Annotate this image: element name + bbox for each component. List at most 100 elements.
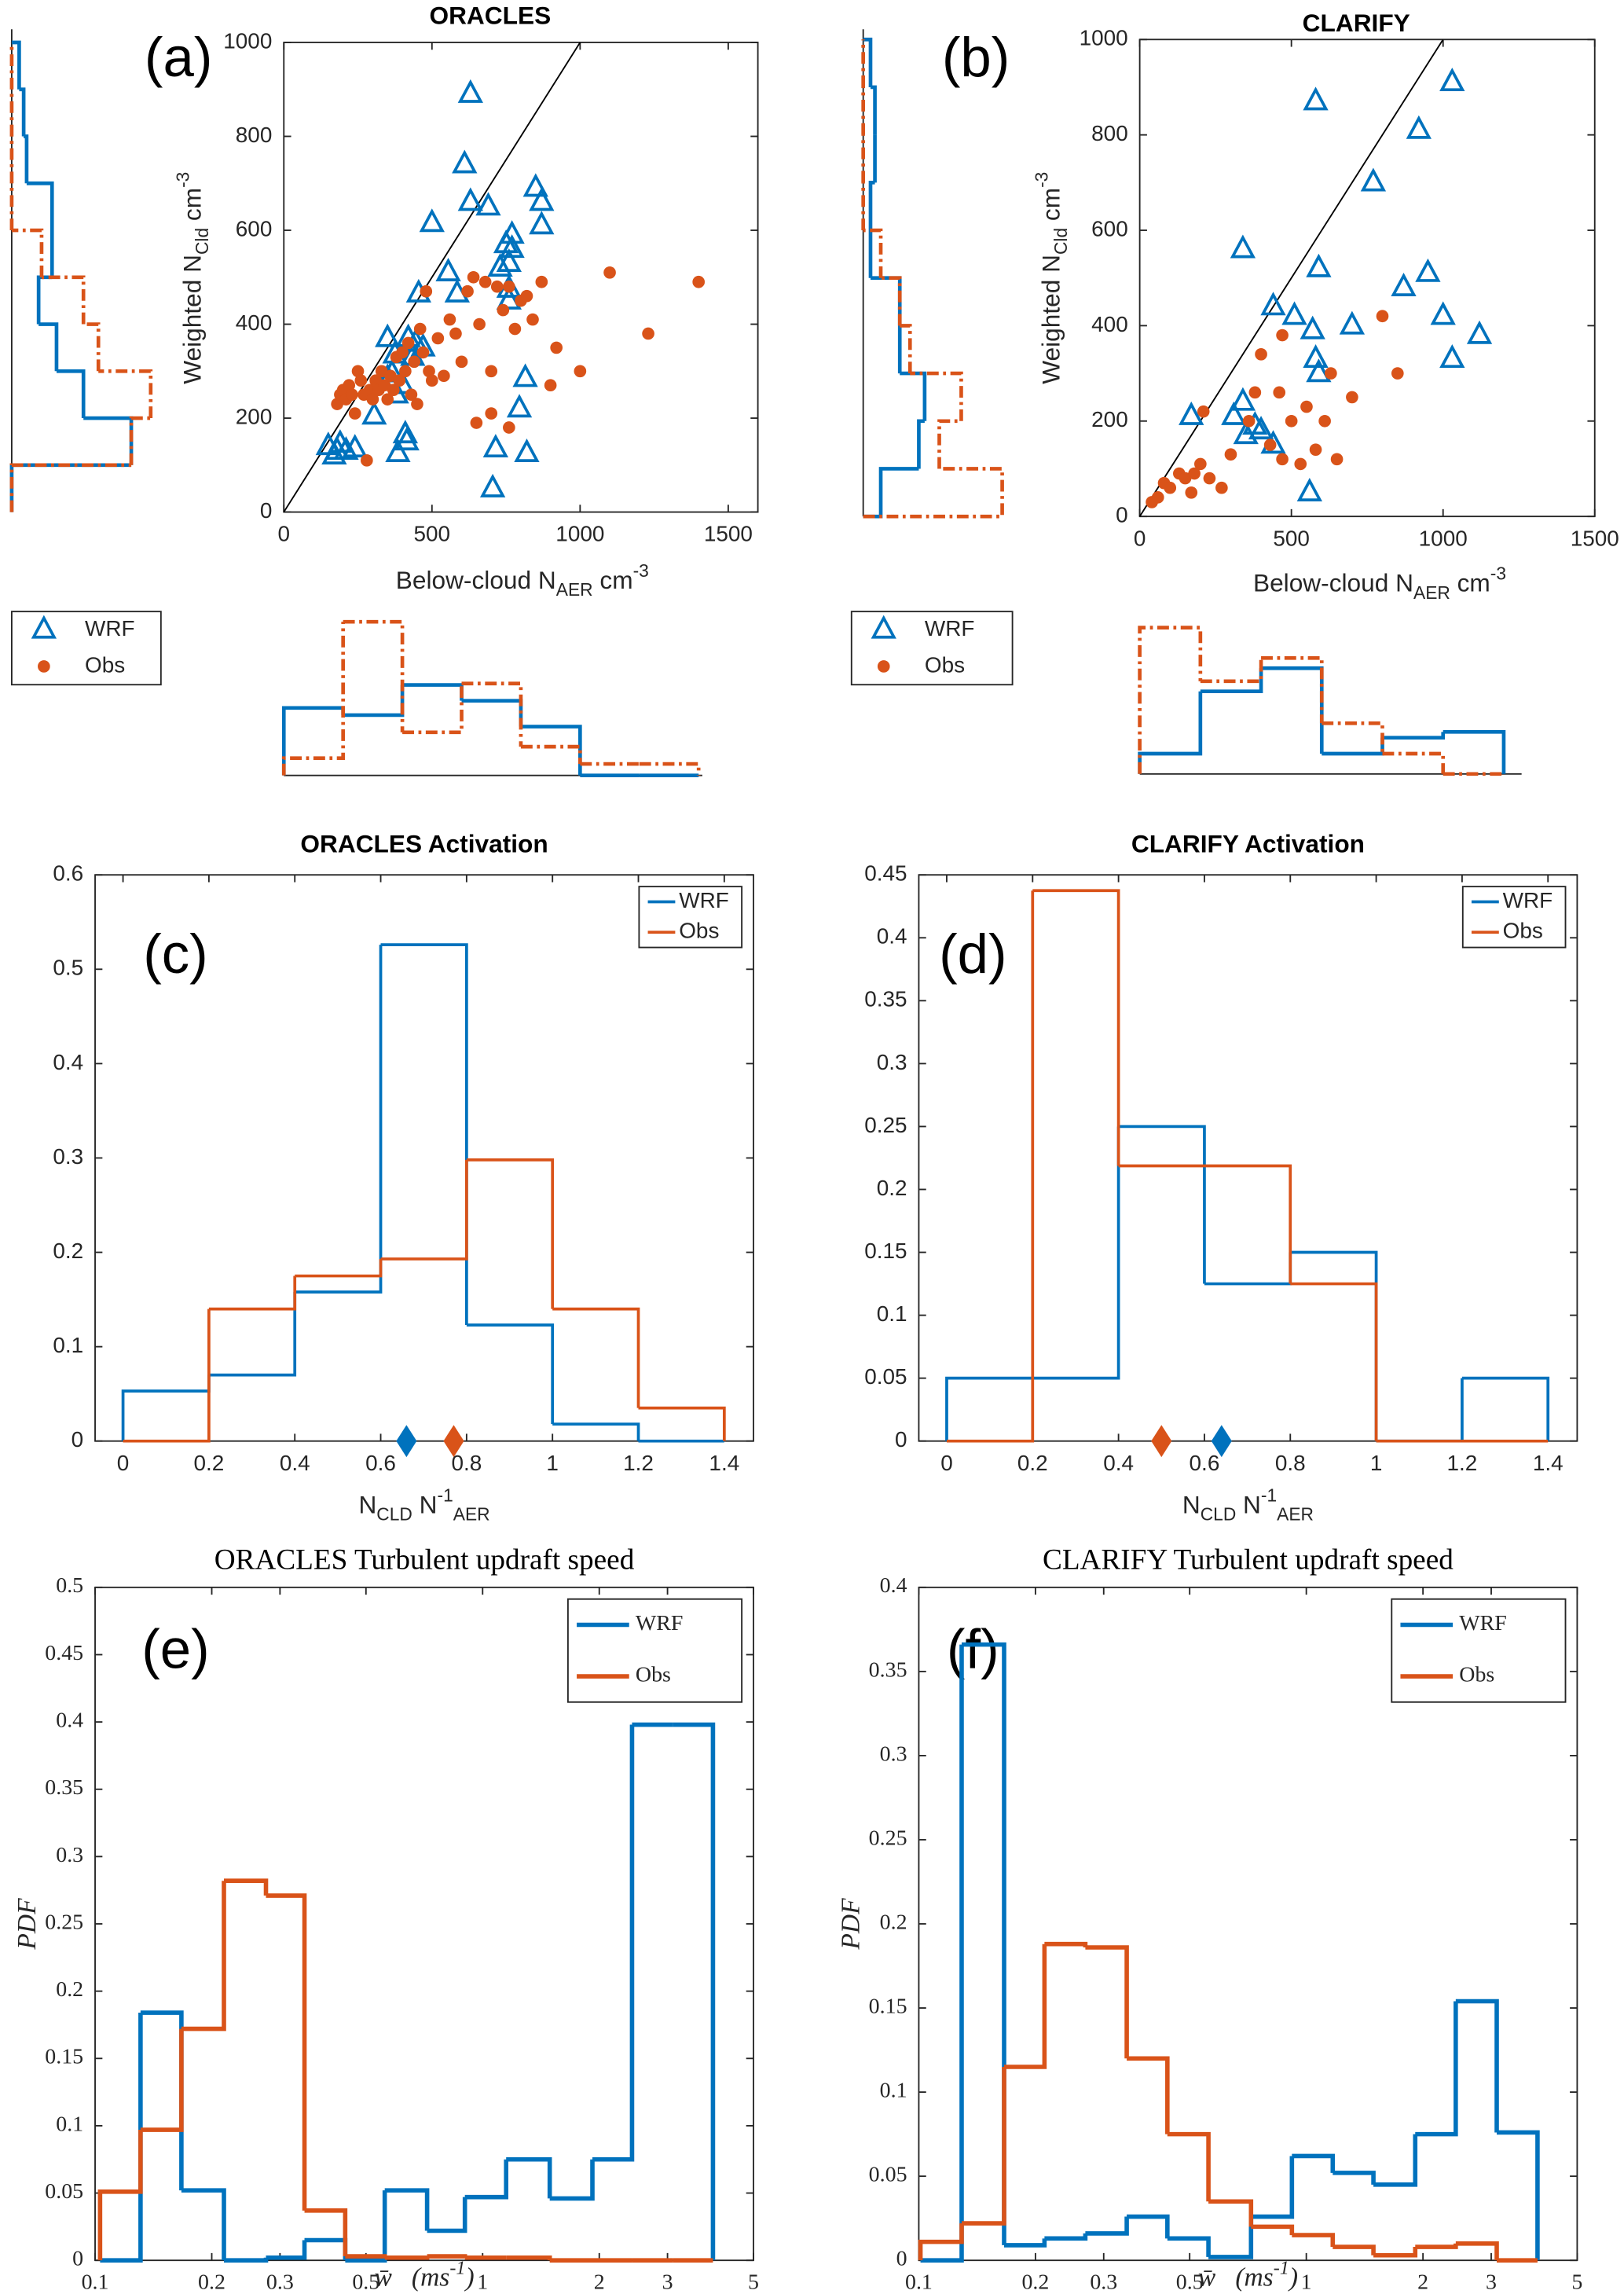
x-tick-label: 0.3: [1090, 2270, 1117, 2294]
marginal-hist-step: [343, 685, 405, 718]
plot-frame: [283, 42, 759, 513]
x-tick-label: 0.5: [352, 2270, 379, 2294]
label-part: Weighted N: [178, 255, 207, 384]
hist-step: [638, 1406, 726, 1441]
marker-circle: [393, 374, 406, 387]
hist-step: [1373, 2134, 1418, 2187]
label-part: N: [358, 1491, 376, 1519]
marginal-hist-step: [917, 419, 925, 469]
y-tick-label: 0.4: [877, 924, 907, 949]
label-part: AER: [453, 1504, 490, 1525]
marker-circle: [503, 280, 515, 293]
x-tick-label: 500: [1273, 526, 1310, 550]
marginal-hist-step: [1382, 732, 1446, 740]
hist-step: [380, 1159, 468, 1261]
marker-circle: [1273, 386, 1286, 399]
marker-circle: [366, 393, 379, 406]
x-tick-label: 5: [748, 2270, 759, 2294]
marker-circle: [438, 369, 450, 383]
x-tick-label: 0: [117, 1451, 130, 1475]
label-part: PDF: [13, 1898, 42, 1951]
panel-a: 0 500 1000 1500 0 200 400 600 800 1000 ORACLES (a) B…: [9, 2, 759, 777]
marker-triangle: [1439, 344, 1465, 369]
label-part: -3: [173, 172, 193, 188]
marginal-hist-step: [1322, 721, 1384, 754]
label-part: N: [1182, 1491, 1201, 1519]
marker-triangle: [1248, 416, 1274, 440]
y-tick-label: 200: [1091, 407, 1128, 431]
y-tick-label: 600: [236, 216, 273, 240]
hist-step: [1292, 2153, 1336, 2173]
hist-step: [1290, 1282, 1378, 1441]
legend-label: WRF: [1459, 1611, 1506, 1635]
marginal-hist-step: [56, 369, 86, 419]
marker-triangle: [529, 187, 555, 211]
x-tick-label: 1500: [1571, 526, 1619, 550]
marker-triangle: [1281, 301, 1307, 325]
marker-triangle: [871, 615, 896, 639]
x-tick-label: 1: [1301, 2270, 1312, 2294]
marginal-hist-step: [98, 369, 153, 419]
marker-triangle: [1296, 477, 1322, 501]
hist-step: [918, 2223, 964, 2261]
marker-triangle: [31, 615, 57, 639]
marker-circle: [1224, 448, 1237, 461]
marker-circle: [1285, 414, 1298, 428]
hist-step: [1373, 2247, 1418, 2258]
hist-step: [673, 1722, 716, 2261]
label-part: -1: [1274, 2257, 1289, 2278]
y-tick-label: 1000: [223, 28, 272, 53]
marker-circle: [485, 365, 498, 378]
marker-circle: [351, 365, 365, 378]
marker-triangle: [1221, 401, 1247, 425]
axis-label: Below-cloud NAER cm-3: [396, 560, 649, 600]
marker-triangle: [1415, 258, 1441, 282]
marker-circle: [399, 365, 412, 378]
plot-frame: [1138, 39, 1596, 518]
hist-step: [266, 2240, 307, 2260]
y-tick-label: 0.05: [864, 1364, 907, 1389]
x-tick-label: 0: [277, 522, 290, 546]
x-tick-label: 0: [940, 1451, 953, 1475]
axis-label: NCLD N-1AER: [1182, 1485, 1314, 1524]
y-tick-label: 0.5: [56, 1573, 83, 1598]
chart-title: ORACLES Activation: [300, 829, 548, 857]
marker-circle: [1391, 367, 1404, 380]
hist-step: [1415, 2001, 1458, 2137]
chart-title: CLARIFY Activation: [1131, 829, 1365, 857]
marginal-hist-step: [1138, 626, 1203, 774]
hist-step: [1292, 2233, 1336, 2248]
hist-step: [552, 1307, 640, 1408]
y-tick-label: 200: [236, 404, 273, 428]
marginal-hist-step: [36, 275, 53, 325]
label-part: -1: [449, 2257, 465, 2278]
x-tick-label: 1.2: [1447, 1451, 1478, 1475]
hist-step: [97, 2130, 143, 2261]
hist-step: [181, 1881, 226, 2032]
marker-circle: [361, 454, 373, 467]
plot-frame: [918, 874, 1578, 1442]
panel-label: (d): [939, 923, 1006, 985]
marker-circle: [1276, 329, 1289, 342]
marker-circle: [405, 388, 418, 401]
axis-label: NCLD N-1AER: [358, 1485, 489, 1524]
legend-box: [638, 886, 743, 949]
marker-circle: [443, 313, 456, 326]
marker-triangle: [496, 285, 522, 310]
label-part: -3: [1032, 172, 1052, 188]
marker-triangle: [479, 473, 506, 497]
hist-step: [1167, 2236, 1211, 2257]
hist-step: [1127, 2056, 1170, 2134]
marker-triangle: [457, 79, 483, 103]
marker-triangle: [1391, 273, 1417, 297]
marker-circle: [1318, 414, 1331, 428]
marker-circle: [508, 322, 522, 336]
y-tick-label: 0.15: [869, 1994, 907, 2018]
marginal-hist-step: [863, 467, 1004, 519]
hist-step: [1415, 2243, 1458, 2249]
x-tick-label: 1000: [555, 522, 604, 546]
y-tick-label: 0.5: [53, 956, 83, 980]
marker-circle: [1188, 467, 1201, 480]
marginal-hist-step: [26, 181, 54, 231]
y-tick-label: 0.1: [56, 2112, 83, 2136]
